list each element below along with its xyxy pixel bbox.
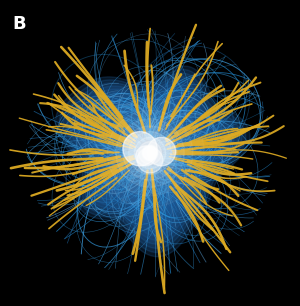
Circle shape — [134, 137, 166, 169]
Circle shape — [143, 146, 157, 160]
Circle shape — [116, 119, 184, 187]
Polygon shape — [59, 69, 246, 252]
Polygon shape — [67, 76, 238, 244]
Polygon shape — [63, 73, 242, 248]
Polygon shape — [109, 115, 194, 198]
Polygon shape — [82, 91, 222, 228]
Circle shape — [129, 132, 171, 174]
Circle shape — [142, 145, 158, 161]
Circle shape — [139, 142, 161, 164]
Circle shape — [107, 110, 193, 196]
Circle shape — [123, 126, 177, 180]
Polygon shape — [97, 104, 206, 211]
Polygon shape — [70, 80, 234, 240]
Polygon shape — [78, 87, 226, 232]
Circle shape — [137, 147, 163, 173]
Polygon shape — [93, 101, 210, 215]
Polygon shape — [101, 108, 202, 207]
Polygon shape — [86, 94, 218, 223]
Polygon shape — [105, 111, 198, 203]
Polygon shape — [112, 118, 190, 194]
Polygon shape — [90, 98, 214, 219]
Circle shape — [123, 132, 157, 166]
Circle shape — [147, 137, 176, 166]
Polygon shape — [116, 122, 186, 190]
Polygon shape — [56, 66, 250, 257]
Polygon shape — [74, 84, 230, 236]
Circle shape — [136, 146, 156, 166]
Text: B: B — [12, 15, 26, 33]
Polygon shape — [120, 125, 182, 186]
